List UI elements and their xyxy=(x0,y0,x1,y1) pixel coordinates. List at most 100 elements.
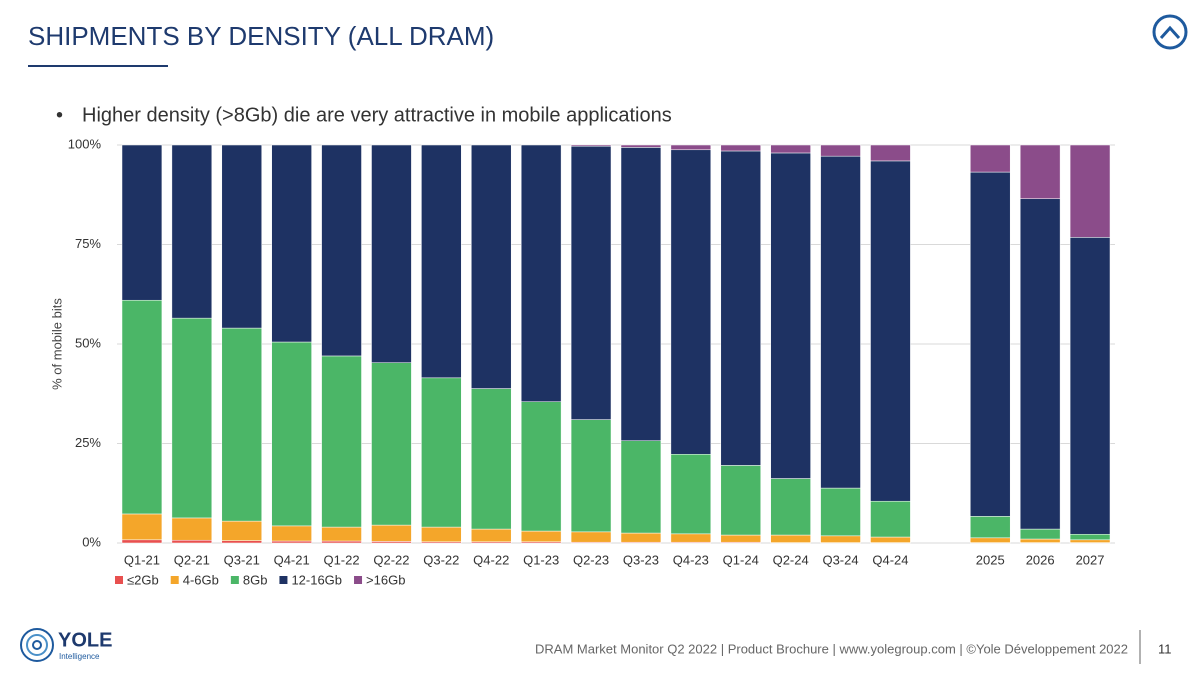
bar-segment xyxy=(970,537,1011,543)
bar-segment xyxy=(620,147,662,441)
y-tick-label: 0% xyxy=(82,534,101,549)
x-tick-label: Q3-22 xyxy=(423,552,459,567)
bar-segment xyxy=(221,520,262,541)
bar-segment xyxy=(271,540,312,544)
bar-segment xyxy=(1069,237,1111,535)
bar-segment xyxy=(421,526,462,543)
bar-segment xyxy=(421,144,462,379)
bar-segment xyxy=(770,152,811,479)
x-tick-label: Q2-21 xyxy=(174,552,210,567)
bar-segment xyxy=(471,388,512,530)
x-tick-label: Q2-24 xyxy=(773,552,809,567)
x-tick-label: 2025 xyxy=(976,552,1005,567)
bar-segment xyxy=(720,144,761,152)
bar-segment xyxy=(221,327,262,522)
bar-segment xyxy=(171,317,213,519)
legend-label: >16Gb xyxy=(366,572,405,587)
x-tick-label: Q3-24 xyxy=(822,552,858,567)
x-tick-label: Q2-23 xyxy=(573,552,609,567)
bar-segment xyxy=(171,517,213,541)
bar-segment xyxy=(520,401,562,532)
y-tick-label: 50% xyxy=(75,335,101,350)
bar-segment xyxy=(820,144,861,157)
bar-segment xyxy=(371,144,412,363)
bar-segment xyxy=(121,144,163,301)
bar-segment xyxy=(121,539,163,544)
x-tick-label: Q3-21 xyxy=(224,552,260,567)
footer: DRAM Market Monitor Q2 2022 | Product Br… xyxy=(535,641,1128,656)
bar-segment xyxy=(570,419,612,533)
top-icon xyxy=(1152,14,1188,50)
bar-segment xyxy=(171,144,213,319)
legend-swatch xyxy=(279,576,288,584)
x-tick-label: 2027 xyxy=(1076,552,1105,567)
x-tick-label: Q1-22 xyxy=(323,552,359,567)
x-tick-label: Q4-22 xyxy=(473,552,509,567)
bar-segment xyxy=(770,534,811,543)
bar-segment xyxy=(570,145,612,420)
bar-segment xyxy=(1019,528,1061,540)
bar-segment xyxy=(321,355,362,528)
legend-swatch xyxy=(230,576,239,584)
legend-swatch xyxy=(354,576,363,584)
legend-label: 4-6Gb xyxy=(183,572,219,587)
bar-segment xyxy=(371,362,412,526)
bar-segment xyxy=(1069,144,1111,238)
bar-segment xyxy=(620,440,662,534)
bar-segment xyxy=(670,453,712,535)
bar-segment xyxy=(271,341,312,527)
logo-text: YOLE xyxy=(58,629,112,651)
bullet-dot: • xyxy=(56,104,63,126)
x-tick-label: 2026 xyxy=(1026,552,1055,567)
legend-label: 8Gb xyxy=(243,572,268,587)
bar-segment xyxy=(520,144,562,402)
bar-segment xyxy=(520,530,562,543)
bar-segment xyxy=(720,465,761,536)
bar-segment xyxy=(670,144,712,151)
bar-segment xyxy=(870,160,911,502)
x-tick-label: Q1-24 xyxy=(723,552,759,567)
bar-segment xyxy=(471,528,512,543)
y-axis-label: % of mobile bits xyxy=(49,298,64,390)
bar-segment xyxy=(371,524,412,542)
bar-segment xyxy=(970,144,1011,173)
legend-swatch xyxy=(115,576,123,584)
bar-segment xyxy=(221,540,262,544)
bar-segment xyxy=(970,516,1011,539)
bar-segment xyxy=(670,149,712,455)
bar-segment xyxy=(870,144,911,162)
bar-segment xyxy=(1019,144,1061,199)
bar-segment xyxy=(770,144,811,154)
bar-segment xyxy=(271,144,312,343)
x-tick-label: Q4-21 xyxy=(274,552,310,567)
bar-segment xyxy=(720,150,761,466)
bar-segment xyxy=(620,144,662,148)
bar-segment xyxy=(620,532,662,543)
bar-segment xyxy=(1019,538,1061,543)
slide-title: SHIPMENTS BY DENSITY (ALL DRAM) xyxy=(28,21,494,51)
bar-segment xyxy=(820,155,861,489)
page-number: 11 xyxy=(1158,641,1172,656)
bar-segment xyxy=(820,487,861,537)
bullet-text: Higher density (>8Gb) die are very attra… xyxy=(82,104,672,126)
x-tick-label: Q1-21 xyxy=(124,552,160,567)
bar-segment xyxy=(670,533,712,543)
bar-segment xyxy=(271,525,312,542)
bar-segment xyxy=(870,536,911,543)
bar-segment xyxy=(570,531,612,543)
bar-segment xyxy=(770,478,811,536)
bar-segment xyxy=(570,144,612,147)
bar-segment xyxy=(321,144,362,357)
logo-subtitle: Intelligence xyxy=(59,652,100,661)
legend-label: 12-16Gb xyxy=(291,572,342,587)
y-tick-label: 25% xyxy=(75,435,101,450)
bar-segment xyxy=(221,144,262,329)
y-tick-label: 75% xyxy=(75,236,101,251)
bar-segment xyxy=(720,534,761,543)
logo xyxy=(20,628,54,662)
bar-segment xyxy=(970,171,1011,517)
legend-swatch xyxy=(170,576,179,584)
bar-segment xyxy=(471,144,512,389)
